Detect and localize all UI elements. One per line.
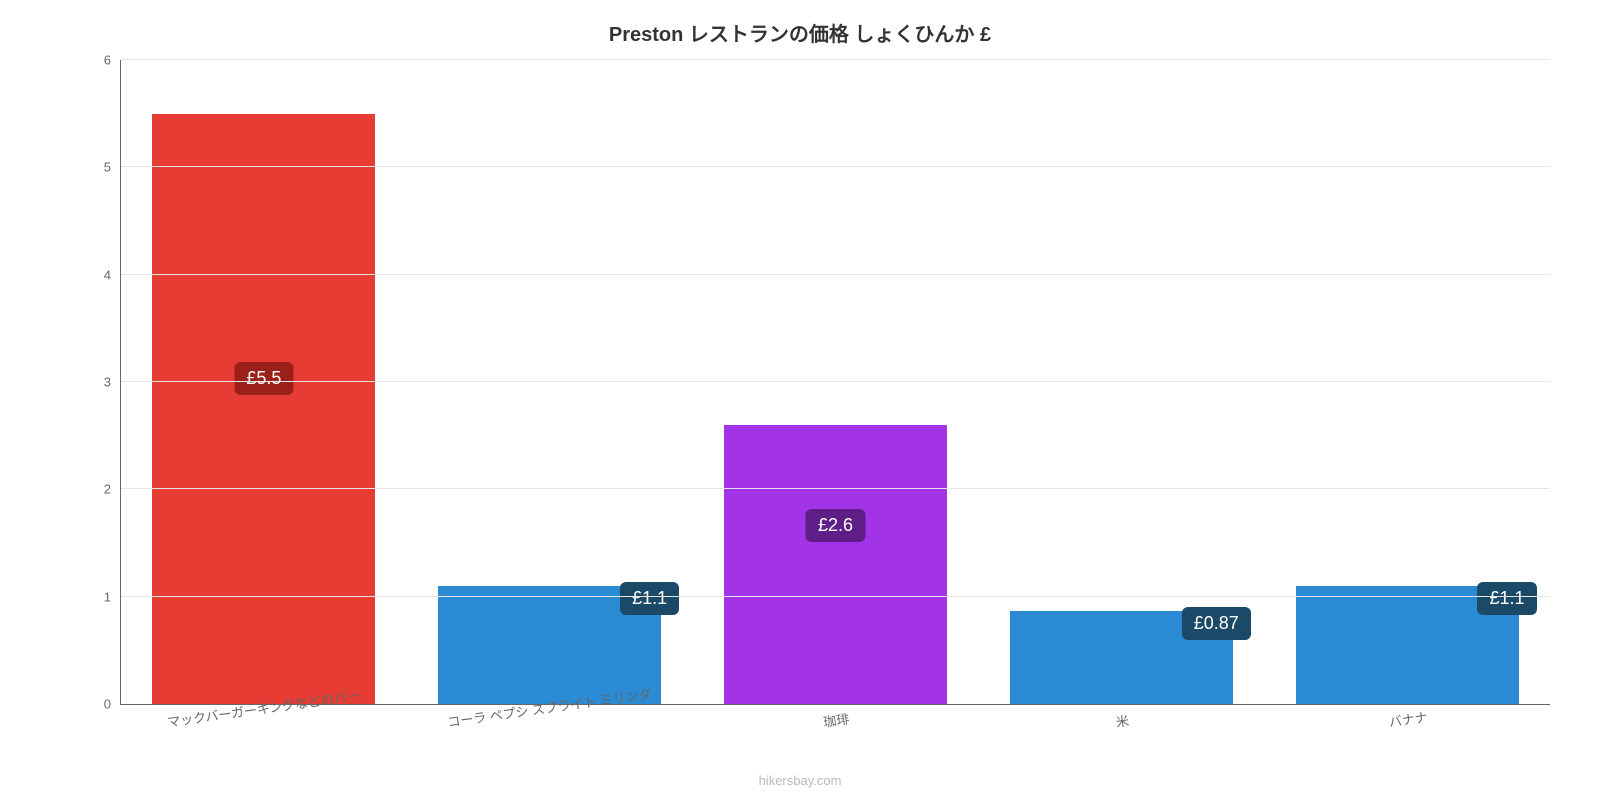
value-badge: £0.87 [1182, 607, 1251, 640]
bar: £2.6 [724, 425, 947, 704]
y-tick-label: 1 [104, 589, 121, 604]
gridline [121, 59, 1550, 60]
x-axis-label: 珈琲 [822, 708, 850, 730]
gridline [121, 596, 1550, 597]
bar-slot: £1.1 [1264, 60, 1550, 704]
gridline [121, 274, 1550, 275]
y-tick-label: 0 [104, 697, 121, 712]
gridline [121, 166, 1550, 167]
y-tick-label: 3 [104, 375, 121, 390]
bars-container: £5.5 £1.1 £2.6 £0.87 £1.1 [121, 60, 1550, 704]
y-tick-label: 4 [104, 267, 121, 282]
bar: £0.87 [1010, 611, 1233, 704]
bar-slot: £2.6 [693, 60, 979, 704]
attribution-text: hikersbay.com [0, 773, 1600, 788]
value-badge: £5.5 [234, 362, 293, 395]
bar-slot: £0.87 [978, 60, 1264, 704]
bar: £5.5 [152, 114, 375, 704]
value-badge: £1.1 [1477, 582, 1536, 615]
bar: £1.1 [1296, 586, 1519, 704]
y-tick-label: 6 [104, 53, 121, 68]
value-badge: £2.6 [806, 509, 865, 542]
plot-area: £5.5£1.1£2.6£0.87£1.1 0123456 [120, 60, 1550, 705]
gridline [121, 488, 1550, 489]
y-tick-label: 2 [104, 482, 121, 497]
x-axis-label: 米 [1114, 710, 1130, 731]
chart-title: Preston レストランの価格 しょくひんか £ [0, 18, 1600, 47]
x-axis-label: バナナ [1387, 707, 1428, 731]
bar-slot: £5.5 [121, 60, 407, 704]
bar-slot: £1.1 [407, 60, 693, 704]
y-tick-label: 5 [104, 160, 121, 175]
gridline [121, 381, 1550, 382]
value-badge: £1.1 [620, 582, 679, 615]
price-bar-chart: Preston レストランの価格 しょくひんか £ £5.5 £1.1 £2.6 £0… [0, 0, 1600, 800]
